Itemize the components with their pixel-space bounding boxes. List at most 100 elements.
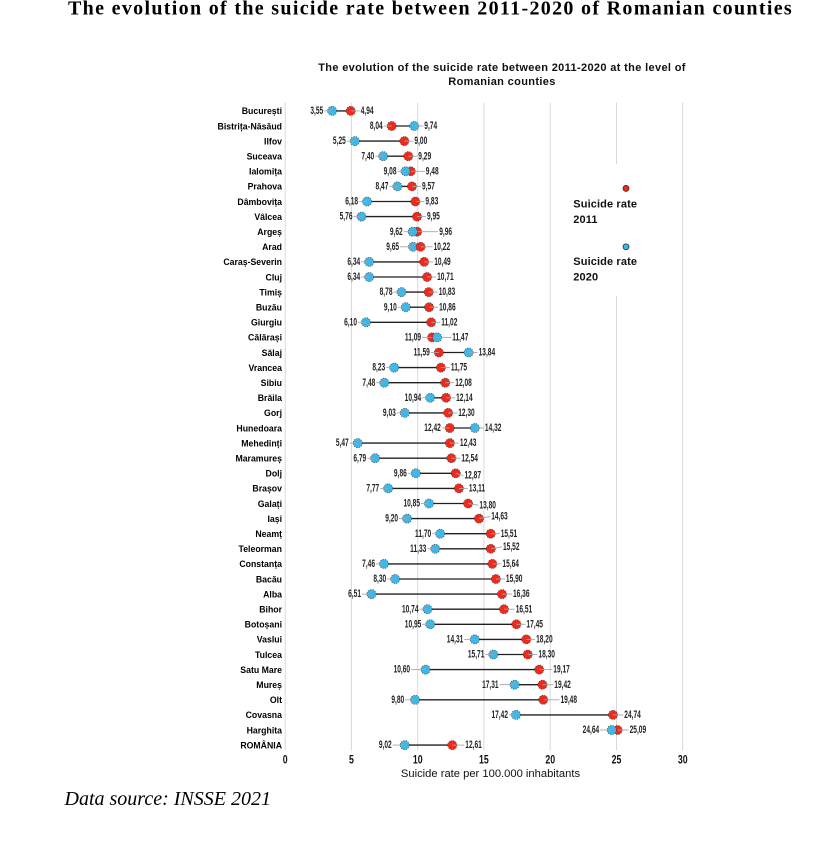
svg-text:10,71: 10,71 xyxy=(437,270,454,282)
svg-text:12,61: 12,61 xyxy=(465,738,482,750)
svg-text:9,96: 9,96 xyxy=(439,225,452,237)
svg-text:Argeș: Argeș xyxy=(257,227,282,237)
svg-text:The evolution of the suicide r: The evolution of the suicide rate betwee… xyxy=(318,62,686,74)
svg-text:6,18: 6,18 xyxy=(345,195,358,207)
svg-text:9,20: 9,20 xyxy=(385,512,398,524)
svg-text:8,30: 8,30 xyxy=(373,572,386,584)
svg-text:17,31: 17,31 xyxy=(482,678,499,690)
svg-text:Ilfov: Ilfov xyxy=(264,136,282,146)
svg-text:14,31: 14,31 xyxy=(447,633,464,645)
svg-text:5,47: 5,47 xyxy=(336,436,349,448)
svg-text:9,62: 9,62 xyxy=(390,225,403,237)
svg-text:12,87: 12,87 xyxy=(465,469,482,481)
svg-text:19,42: 19,42 xyxy=(554,678,571,690)
svg-text:8,78: 8,78 xyxy=(380,285,393,297)
svg-text:14,63: 14,63 xyxy=(491,510,508,522)
svg-text:Caraș-Severin: Caraș-Severin xyxy=(223,257,282,267)
svg-text:Suicide rate: Suicide rate xyxy=(573,199,637,211)
svg-text:20: 20 xyxy=(545,753,555,767)
svg-text:Bihor: Bihor xyxy=(259,604,282,614)
svg-text:7,48: 7,48 xyxy=(362,376,375,388)
svg-text:Suicide rate: Suicide rate xyxy=(573,256,637,268)
svg-text:30: 30 xyxy=(678,753,688,767)
svg-text:10,60: 10,60 xyxy=(394,663,411,675)
svg-text:9,86: 9,86 xyxy=(394,467,407,479)
svg-text:Vrancea: Vrancea xyxy=(249,363,283,373)
svg-text:2011: 2011 xyxy=(573,214,597,226)
svg-text:9,74: 9,74 xyxy=(424,119,437,131)
svg-text:17,42: 17,42 xyxy=(491,708,508,720)
svg-text:Tulcea: Tulcea xyxy=(255,650,282,660)
svg-text:25,09: 25,09 xyxy=(630,723,647,735)
svg-text:10,49: 10,49 xyxy=(434,255,451,267)
svg-text:9,03: 9,03 xyxy=(383,406,396,418)
svg-text:13,84: 13,84 xyxy=(479,346,496,358)
svg-text:19,48: 19,48 xyxy=(561,693,578,705)
svg-text:Maramureș: Maramureș xyxy=(235,453,282,463)
svg-text:10,86: 10,86 xyxy=(439,301,456,313)
svg-text:16,51: 16,51 xyxy=(516,603,533,615)
svg-text:9,29: 9,29 xyxy=(418,150,431,162)
svg-text:The evolution of the suicide r: The evolution of the suicide rate betwee… xyxy=(68,0,793,20)
svg-text:12,54: 12,54 xyxy=(461,452,478,464)
svg-text:3,55: 3,55 xyxy=(310,104,323,116)
svg-text:10,22: 10,22 xyxy=(434,240,451,252)
svg-text:18,30: 18,30 xyxy=(538,648,555,660)
svg-text:15,64: 15,64 xyxy=(502,557,519,569)
svg-text:Brăila: Brăila xyxy=(258,393,282,403)
svg-text:6,34: 6,34 xyxy=(347,255,360,267)
svg-text:Arad: Arad xyxy=(262,242,282,252)
svg-text:15,51: 15,51 xyxy=(501,527,518,539)
svg-text:9,83: 9,83 xyxy=(425,195,438,207)
svg-text:București: București xyxy=(242,106,282,116)
svg-text:9,80: 9,80 xyxy=(391,693,404,705)
svg-text:Timiș: Timiș xyxy=(259,287,282,297)
svg-text:9,65: 9,65 xyxy=(386,240,399,252)
svg-text:Romanian counties: Romanian counties xyxy=(448,76,555,88)
svg-text:11,70: 11,70 xyxy=(415,527,431,539)
svg-text:Cluj: Cluj xyxy=(266,272,282,282)
svg-text:25: 25 xyxy=(612,753,622,767)
svg-text:5,25: 5,25 xyxy=(333,134,346,146)
svg-text:12,30: 12,30 xyxy=(458,406,475,418)
svg-text:10: 10 xyxy=(413,753,423,767)
svg-text:17,45: 17,45 xyxy=(526,618,543,630)
svg-text:13,11: 13,11 xyxy=(469,482,485,494)
svg-text:6,34: 6,34 xyxy=(347,270,360,282)
svg-text:Olt: Olt xyxy=(270,695,282,705)
svg-text:6,10: 6,10 xyxy=(344,316,357,328)
svg-text:Mureș: Mureș xyxy=(256,680,282,690)
svg-text:9,10: 9,10 xyxy=(384,301,397,313)
svg-text:13,80: 13,80 xyxy=(479,499,496,511)
svg-text:24,74: 24,74 xyxy=(624,708,641,720)
svg-text:11,09: 11,09 xyxy=(405,331,421,343)
svg-text:Galați: Galați xyxy=(258,499,282,509)
svg-text:Buzău: Buzău xyxy=(256,302,282,312)
svg-text:Alba: Alba xyxy=(263,589,282,599)
svg-text:7,77: 7,77 xyxy=(366,482,379,494)
svg-text:8,04: 8,04 xyxy=(370,119,383,131)
svg-text:15,52: 15,52 xyxy=(503,540,520,552)
svg-text:5,76: 5,76 xyxy=(340,210,353,222)
svg-text:2020: 2020 xyxy=(573,271,598,283)
svg-text:15,71: 15,71 xyxy=(468,648,485,660)
svg-text:11,33: 11,33 xyxy=(410,542,426,554)
svg-text:Ialomița: Ialomița xyxy=(249,166,282,176)
svg-text:6,79: 6,79 xyxy=(353,452,366,464)
svg-text:Dâmbovița: Dâmbovița xyxy=(237,197,282,207)
svg-text:Iași: Iași xyxy=(267,514,282,524)
svg-text:8,23: 8,23 xyxy=(372,361,385,373)
svg-text:9,00: 9,00 xyxy=(414,134,427,146)
svg-text:Brașov: Brașov xyxy=(252,484,282,494)
svg-text:Hunedoara: Hunedoara xyxy=(236,423,282,433)
svg-text:15,90: 15,90 xyxy=(506,572,523,584)
svg-text:Covasna: Covasna xyxy=(246,710,282,720)
svg-text:12,43: 12,43 xyxy=(460,436,477,448)
svg-text:7,46: 7,46 xyxy=(362,557,375,569)
svg-text:14,32: 14,32 xyxy=(485,421,502,433)
svg-text:Mehedinți: Mehedinți xyxy=(241,438,282,448)
svg-text:7,40: 7,40 xyxy=(361,150,374,162)
svg-text:11,75: 11,75 xyxy=(451,361,467,373)
svg-text:9,57: 9,57 xyxy=(422,180,435,192)
svg-text:Gorj: Gorj xyxy=(264,408,282,418)
